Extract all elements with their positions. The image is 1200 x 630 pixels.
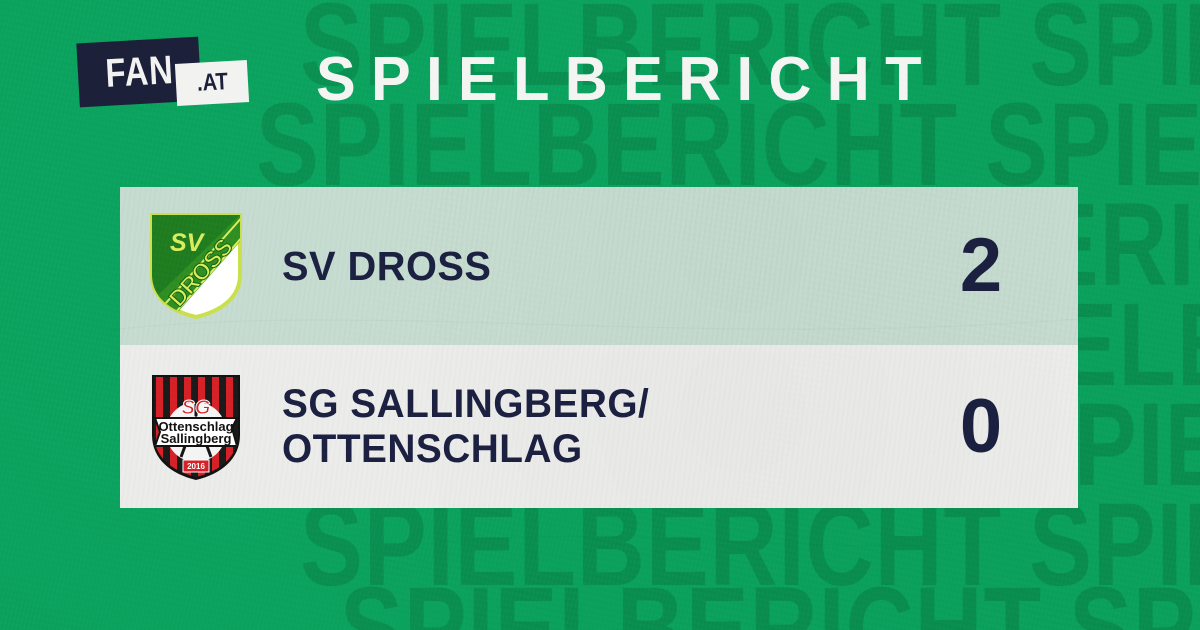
fan-at-logo[interactable]: FAN .AT [76,36,253,108]
sg-sallingberg-ottenschlag-crest: SG Ottenschlag Sallingberg 2016 [152,374,240,480]
watermark-line: SPIELBERICHT SPIELBERICHT SPIELBERICHT S… [256,79,1200,211]
watermark-line: SPIELBERICHT SPIELBERICHT SPIELBERICHT S… [340,563,1200,630]
at-logo-text: .AT [195,68,229,97]
scoreboard-row-home: SV DROSS SV DROSS 2 [120,187,1078,345]
crest-initials: SV [170,229,206,257]
header: FAN .AT SPIELBERICHT [0,0,1200,150]
sv-dross-crest: SV DROSS [150,213,242,320]
home-team-score: 2 [959,223,1003,308]
fan-logo-text: FAN [103,47,175,96]
away-team-name: SG SALLINGBERG/ OTTENSCHLAG [282,381,650,471]
away-team-score: 0 [959,383,1003,469]
crest-banner-line-1: Ottenschlag [158,419,233,434]
crest-founded-year: 2016 [187,462,205,471]
page-title: SPIELBERICHT [316,45,937,114]
at-logo-box: .AT [174,60,250,106]
scoreboard-row-away: SG Ottenschlag Sallingberg 2016 SG SALLI… [120,345,1078,508]
home-team-name: SV DROSS [282,242,492,289]
scoreboard: SV DROSS SV DROSS 2 [120,187,1078,508]
crest-banner-line-2: Sallingberg [161,431,232,446]
watermark-line: SPIELBERICHT SPIELBERICHT SPIELBERICHT S… [300,0,1200,111]
crest-initials: SG [182,397,211,419]
